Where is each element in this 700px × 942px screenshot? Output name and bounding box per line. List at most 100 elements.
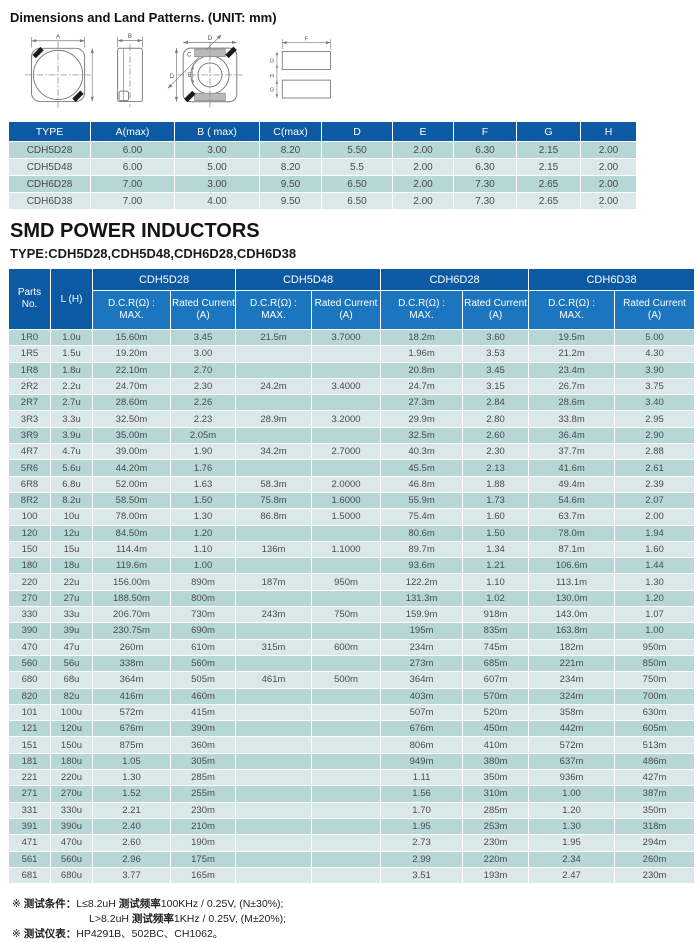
cell: 1.50: [462, 524, 530, 542]
cell: 471: [8, 834, 51, 852]
table-row: CDH5D48 6.00 5.00 8.20 5.5 2.00 6.30 2.15 2.00: [8, 158, 637, 176]
cell: 1.88: [462, 475, 530, 493]
test-notes: ※ 测试条件：L≤8.2uH 测试频率100KHz / 0.25V, (N±30…: [12, 897, 692, 942]
note-condition-label: 测试条件：: [23, 898, 77, 911]
cell: 119.6m: [92, 557, 171, 575]
cell: 253m: [462, 817, 530, 836]
cell: 165m: [169, 866, 237, 885]
cell: 19.20m: [92, 345, 171, 363]
cell: 33.8m: [528, 410, 616, 428]
rated-current-header: Rated Current (A): [311, 290, 382, 330]
cell: 2.00: [392, 141, 454, 159]
cell: 607m: [462, 671, 530, 689]
table-row: 6R8 6.8u 52.00m 1.63 58.3m 2.0000 46.8m 1.88 49.…: [8, 475, 696, 493]
table-row: 471 470u 2.60 190m 2.73 230m 1.95 294m: [8, 834, 696, 852]
cell: 3.00: [169, 345, 237, 363]
cell: 55.9m: [380, 491, 464, 510]
cell: 403m: [380, 687, 464, 705]
cell: 2R2: [8, 377, 51, 396]
cell: 2.47: [528, 866, 616, 885]
cell: 7.00: [90, 192, 175, 210]
cell: 35.00m: [92, 426, 171, 445]
cell: 52.00m: [92, 475, 171, 493]
cell: 630m: [614, 703, 696, 722]
cell: 2.65: [516, 175, 581, 193]
cell: 507m: [380, 703, 464, 722]
table-row: 470 47u 260m 610m 315m 600m 234m 745m 182m 950m: [8, 638, 696, 656]
cell: 27u: [50, 589, 93, 608]
cell: 18u: [50, 557, 93, 575]
cell: [235, 703, 313, 722]
dim-label-D-top: D: [208, 35, 213, 42]
cell: 500m: [311, 671, 382, 689]
cell: 2.21: [92, 801, 171, 819]
cell: 6.50: [321, 192, 393, 210]
cell: 318m: [614, 817, 696, 836]
cell: [235, 834, 313, 852]
dim-label-C: C: [187, 52, 192, 59]
cell: 82u: [50, 687, 93, 705]
cell: 470u: [50, 834, 93, 852]
cell: 19.5m: [528, 328, 616, 347]
cell: 1.30: [614, 573, 696, 591]
cell: [235, 426, 313, 445]
table-row: 270 27u 188.50m 800m 131.3m 1.02 130.0m 1.20: [8, 589, 696, 608]
inductor-spec-table: Parts No. L (H) CDH5D28 CDH5D48 CDH6D28 …: [8, 268, 696, 885]
cell: 131.3m: [380, 589, 464, 608]
cell: CDH5D48: [8, 158, 91, 176]
cell: 2.00: [614, 508, 696, 526]
cell: [235, 394, 313, 412]
cell: 685m: [462, 654, 530, 673]
cell: 310m: [462, 785, 530, 803]
cell: 350m: [614, 801, 696, 819]
cell: 1.10: [169, 540, 237, 559]
cell: 270: [8, 589, 51, 608]
series-header-cdh6d38: CDH6D38: [528, 268, 696, 291]
table-row: CDH6D38 7.00 4.00 9.50 6.50 2.00 7.30 2.65 2.00: [8, 192, 637, 210]
cell: 1.00: [528, 785, 616, 803]
cell: 190m: [169, 834, 237, 852]
cell: 93.6m: [380, 557, 464, 575]
cell: 3R3: [8, 410, 51, 428]
cell: 2.99: [380, 850, 464, 868]
cell: 1.52: [92, 785, 171, 803]
cell: [311, 703, 382, 722]
cell: 220m: [462, 850, 530, 868]
cell: 3.00: [174, 141, 260, 159]
cell: 39.00m: [92, 443, 171, 461]
cell: 1.21: [462, 557, 530, 575]
cell: 3.15: [462, 377, 530, 396]
cell: 460m: [169, 687, 237, 705]
column-header: D: [321, 121, 393, 142]
cell: 6.8u: [50, 475, 93, 493]
cell: 15.60m: [92, 328, 171, 347]
cell: 1.20: [169, 524, 237, 542]
cell: [235, 622, 313, 640]
note-line-3: ※ 测试仪表：HP4291B、502BC、CH1062。: [12, 928, 224, 941]
cell: 150u: [50, 736, 93, 754]
table-row: 101 100u 572m 415m 507m 520m 358m 630m: [8, 703, 696, 722]
cell: 1.50: [169, 491, 237, 510]
dcr-header: D.C.R(Ω) : MAX.: [380, 290, 464, 330]
dimension-drawings: A B C D: [22, 31, 692, 115]
cell: 121: [8, 720, 51, 738]
cell: 2.88: [614, 443, 696, 461]
table-row: 181 180u 1.05 305m 949m 380m 637m 486m: [8, 752, 696, 771]
table-row: 390 39u 230.75m 690m 195m 835m 163.8m 1.00: [8, 622, 696, 640]
cell: 1.95: [528, 834, 616, 852]
cell: 5.00: [174, 158, 260, 176]
cell: 331: [8, 801, 51, 819]
cell: 950m: [614, 638, 696, 656]
cell: 676m: [380, 720, 464, 738]
cell: 36.4m: [528, 426, 616, 445]
table-row: 1R0 1.0u 15.60m 3.45 21.5m 3.7000 18.2m 3.60 19.…: [8, 328, 696, 347]
cell: 45.5m: [380, 459, 464, 477]
cell: 2.00: [580, 175, 637, 193]
cell: 75.8m: [235, 491, 313, 510]
cell: 285m: [169, 769, 237, 787]
cell: 3.45: [462, 361, 530, 379]
cell: 387m: [614, 785, 696, 803]
cell: 40.3m: [380, 443, 464, 461]
cell: 33u: [50, 606, 93, 624]
cell: 364m: [380, 671, 464, 689]
